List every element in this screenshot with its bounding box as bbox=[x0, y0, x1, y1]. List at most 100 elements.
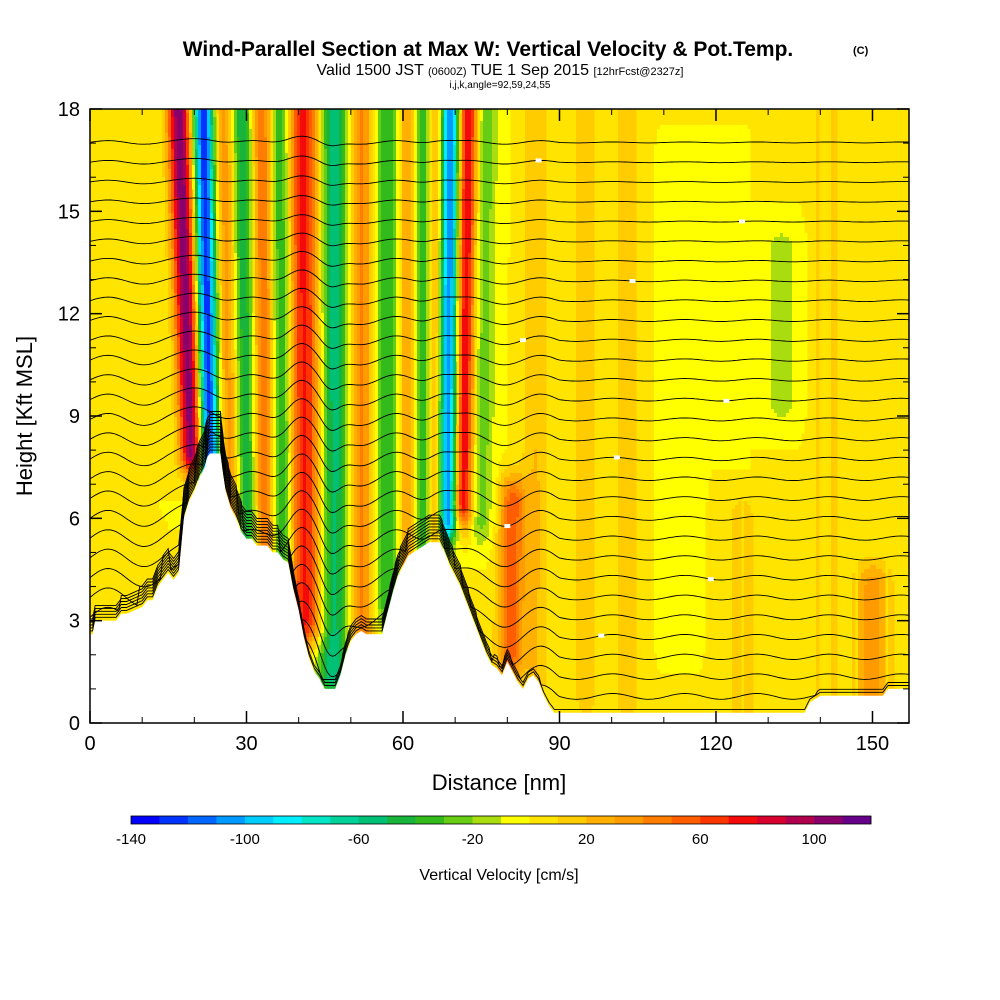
velocity-cell bbox=[714, 125, 718, 470]
velocity-cell bbox=[210, 261, 214, 314]
theta-contour-line bbox=[90, 379, 909, 411]
velocity-cell bbox=[780, 417, 784, 450]
velocity-cell bbox=[792, 201, 796, 450]
colorbar-swatch bbox=[700, 816, 729, 824]
colorbar-swatch bbox=[244, 816, 274, 824]
velocity-cell bbox=[774, 237, 778, 414]
velocity-cell bbox=[327, 629, 331, 650]
velocity-cell bbox=[171, 117, 175, 150]
velocity-cell bbox=[252, 109, 256, 166]
velocity-cell bbox=[249, 109, 253, 130]
velocity-cell bbox=[489, 509, 493, 550]
velocity-cell bbox=[480, 109, 484, 122]
velocity-cell bbox=[183, 429, 187, 454]
velocity-cell bbox=[249, 441, 253, 550]
velocity-cell bbox=[738, 125, 742, 470]
velocity-cell bbox=[186, 137, 190, 166]
velocity-cell bbox=[516, 673, 520, 682]
velocity-cell bbox=[750, 513, 754, 714]
x-tick-label: 0 bbox=[84, 733, 95, 755]
velocity-cell bbox=[501, 109, 505, 454]
colorbar-swatch bbox=[529, 816, 559, 824]
velocity-cell bbox=[336, 629, 340, 682]
velocity-cell bbox=[180, 273, 184, 318]
velocity-cell bbox=[171, 341, 175, 414]
velocity-cell bbox=[693, 125, 697, 674]
theta-contour-line bbox=[90, 431, 909, 616]
velocity-cell bbox=[516, 517, 520, 662]
theta-contour-line bbox=[90, 214, 909, 226]
velocity-cell bbox=[888, 569, 892, 722]
velocity-cell bbox=[876, 569, 880, 578]
velocity-cell bbox=[513, 493, 517, 658]
velocity-cell bbox=[171, 109, 175, 118]
velocity-cell bbox=[183, 185, 187, 350]
velocity-cell bbox=[402, 109, 406, 566]
velocity-cell bbox=[483, 525, 487, 542]
velocity-cell bbox=[525, 477, 529, 670]
velocity-cell bbox=[534, 109, 538, 450]
velocity-cell bbox=[378, 609, 382, 626]
velocity-cell bbox=[213, 213, 217, 258]
velocity-cell bbox=[879, 557, 883, 570]
velocity-cell bbox=[417, 109, 421, 562]
velocity-cell bbox=[483, 109, 487, 526]
velocity-cell bbox=[255, 109, 259, 158]
velocity-cell bbox=[198, 253, 202, 282]
velocity-cell bbox=[450, 481, 454, 514]
velocity-cell bbox=[489, 209, 493, 510]
colorbar-tick-label: 60 bbox=[692, 831, 709, 848]
contour-label-box bbox=[707, 577, 714, 582]
velocity-cell bbox=[786, 413, 790, 450]
velocity-cell bbox=[186, 109, 190, 114]
velocity-cell bbox=[450, 529, 454, 534]
velocity-cell bbox=[195, 117, 199, 150]
velocity-cell bbox=[471, 305, 475, 390]
velocity-cell bbox=[312, 109, 316, 542]
velocity-cell bbox=[198, 221, 202, 254]
velocity-cell bbox=[519, 493, 523, 558]
velocity-cell bbox=[186, 421, 190, 458]
velocity-cell bbox=[864, 569, 868, 586]
velocity-cell bbox=[183, 141, 187, 186]
contour-label-box bbox=[629, 279, 636, 284]
velocity-cell bbox=[303, 109, 307, 626]
velocity-cell bbox=[321, 653, 325, 686]
terrain-mask bbox=[90, 453, 909, 723]
velocity-cell bbox=[507, 489, 511, 502]
velocity-cell bbox=[447, 109, 451, 526]
velocity-cell bbox=[324, 637, 328, 650]
velocity-cell bbox=[273, 109, 277, 322]
velocity-cell bbox=[465, 109, 469, 470]
velocity-cell bbox=[225, 381, 229, 502]
velocity-cell bbox=[213, 345, 217, 390]
velocity-cell bbox=[657, 129, 661, 670]
velocity-cell bbox=[168, 213, 172, 262]
velocity-cell bbox=[453, 517, 457, 534]
velocity-cell bbox=[510, 481, 514, 486]
velocity-cell bbox=[177, 369, 181, 406]
velocity-cell bbox=[189, 325, 193, 374]
velocity-cell bbox=[234, 153, 238, 254]
velocity-cell bbox=[465, 525, 469, 530]
colorbar-swatch bbox=[842, 816, 872, 824]
velocity-cell bbox=[444, 285, 448, 526]
velocity-cell bbox=[213, 301, 217, 346]
theta-contour-line bbox=[90, 443, 909, 680]
velocity-cell bbox=[654, 145, 658, 654]
velocity-cell bbox=[747, 505, 751, 722]
velocity-cell bbox=[621, 109, 625, 714]
velocity-cell bbox=[456, 301, 460, 362]
velocity-cell bbox=[513, 473, 517, 482]
velocity-cell bbox=[192, 109, 196, 138]
colorbar-swatch bbox=[387, 816, 416, 824]
velocity-cell bbox=[225, 145, 229, 382]
velocity-cell bbox=[201, 349, 205, 378]
theta-contour-line bbox=[90, 287, 909, 308]
velocity-cell bbox=[324, 649, 328, 686]
velocity-cell bbox=[771, 409, 775, 450]
velocity-cell bbox=[183, 349, 187, 394]
velocity-cell bbox=[471, 137, 475, 226]
velocity-cell bbox=[192, 137, 196, 166]
velocity-cell bbox=[450, 537, 454, 542]
